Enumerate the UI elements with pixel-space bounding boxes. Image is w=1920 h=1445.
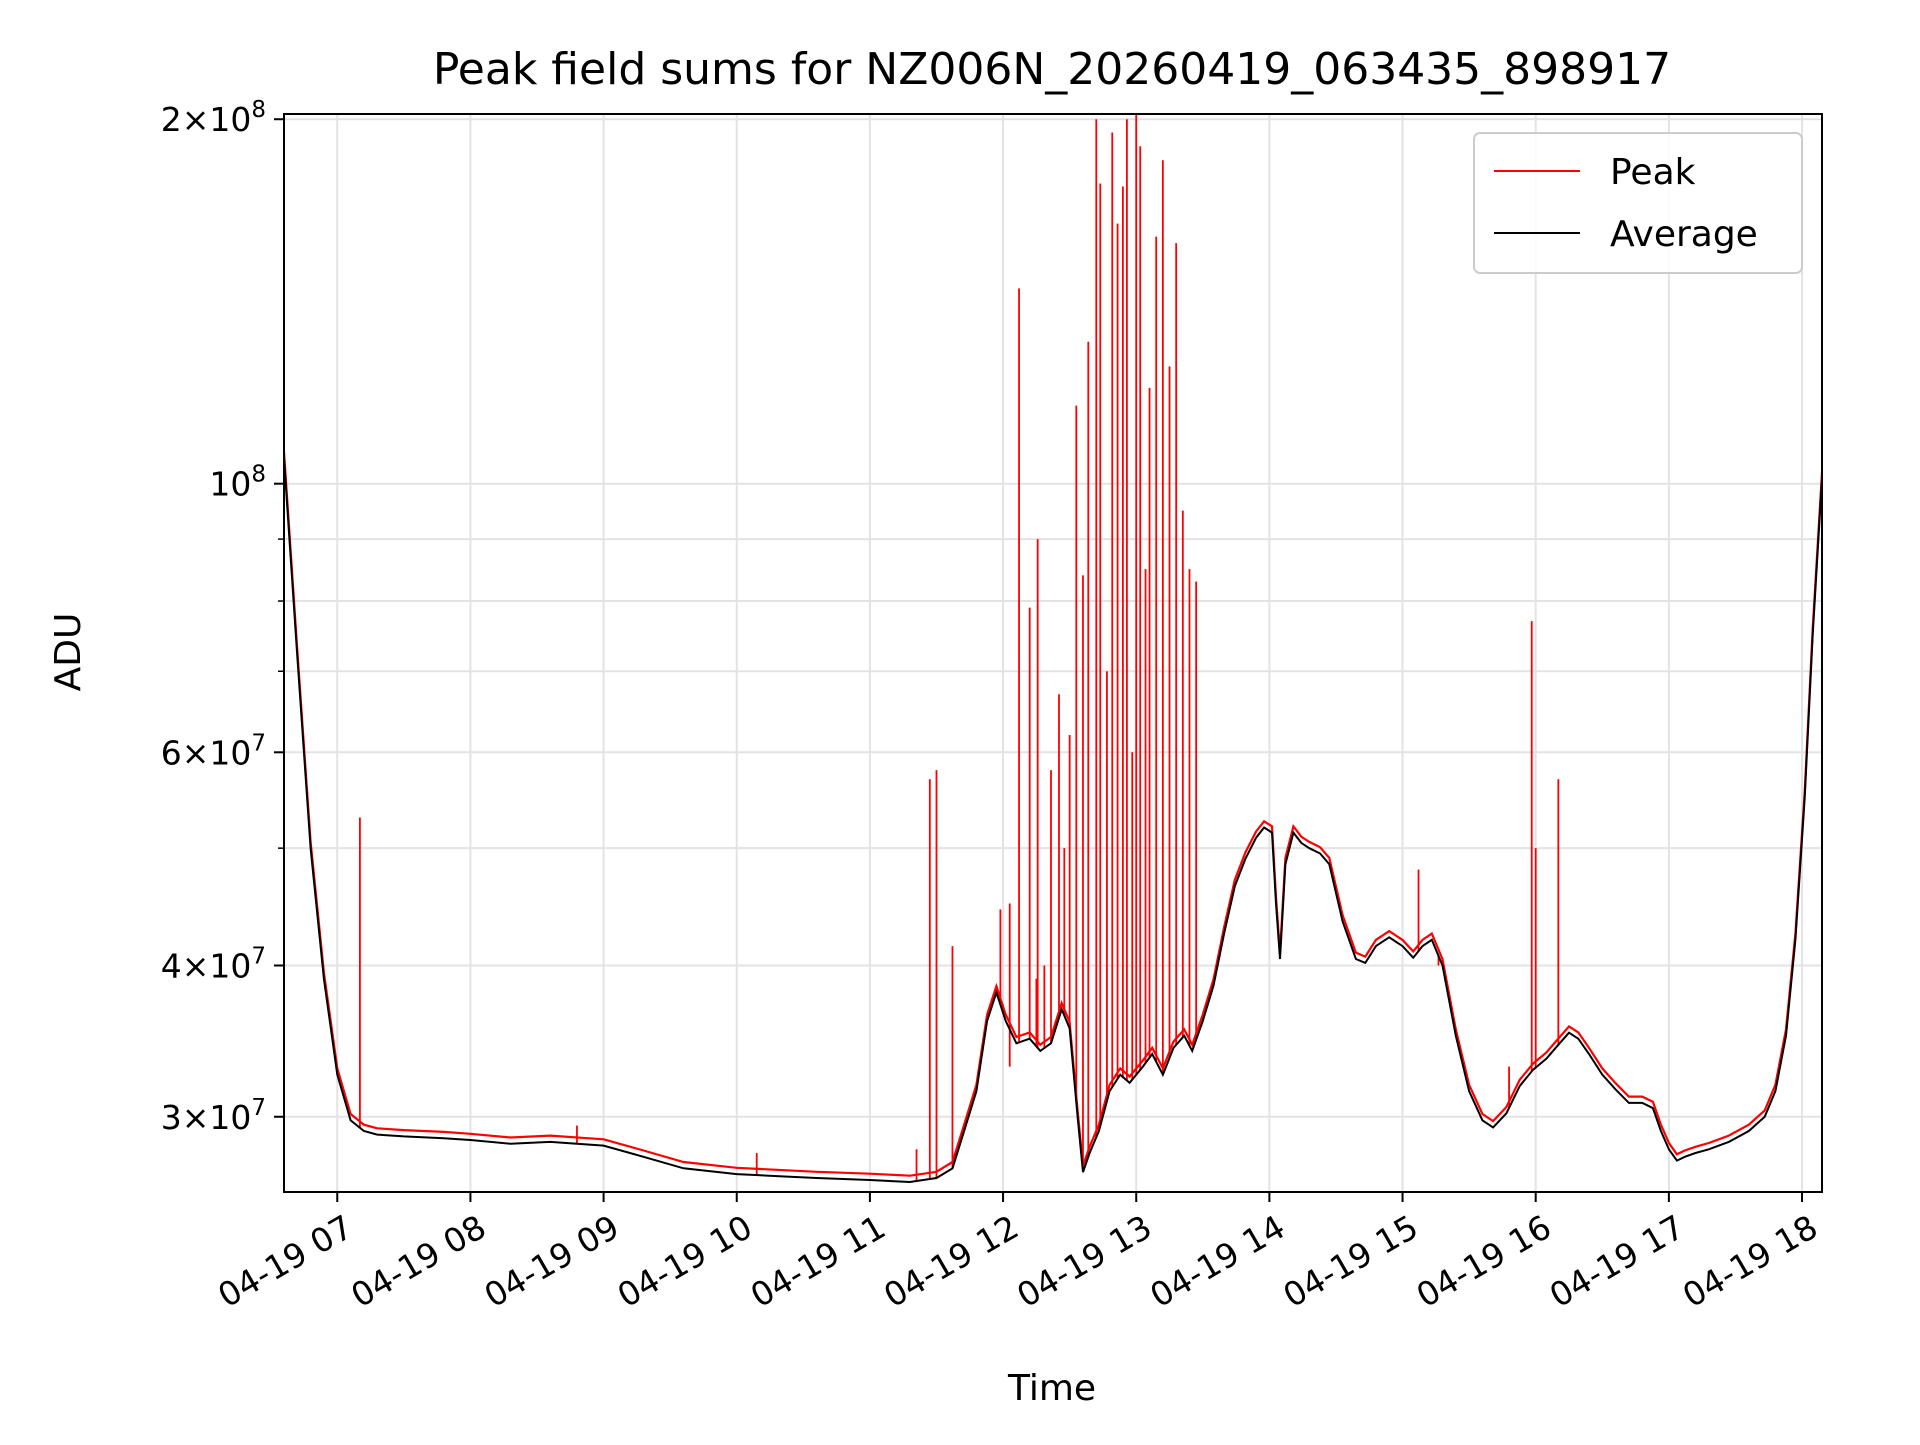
y-tick-label: 108	[209, 462, 266, 504]
legend-label-peak: Peak	[1610, 152, 1696, 193]
peak-series-line	[284, 451, 1822, 1177]
series-group	[284, 114, 1822, 1184]
average-series-line	[284, 457, 1822, 1184]
y-tick-label: 4×107	[161, 943, 266, 985]
y-tick-label: 6×107	[161, 730, 266, 772]
legend-box	[1473, 132, 1803, 274]
y-tick-label: 2×108	[161, 97, 266, 139]
y-tick-label: 3×107	[161, 1095, 266, 1137]
legend: Peak Average	[1473, 132, 1803, 274]
chart-title: Peak field sums for NZ006N_20260419_0634…	[433, 44, 1671, 95]
y-axis-label: ADU	[48, 613, 89, 692]
grid	[284, 114, 1822, 1192]
legend-label-average: Average	[1610, 214, 1758, 255]
plot-frame	[283, 113, 1823, 1193]
x-axis-label: Time	[1007, 1368, 1096, 1409]
plot-area	[284, 114, 1822, 1184]
